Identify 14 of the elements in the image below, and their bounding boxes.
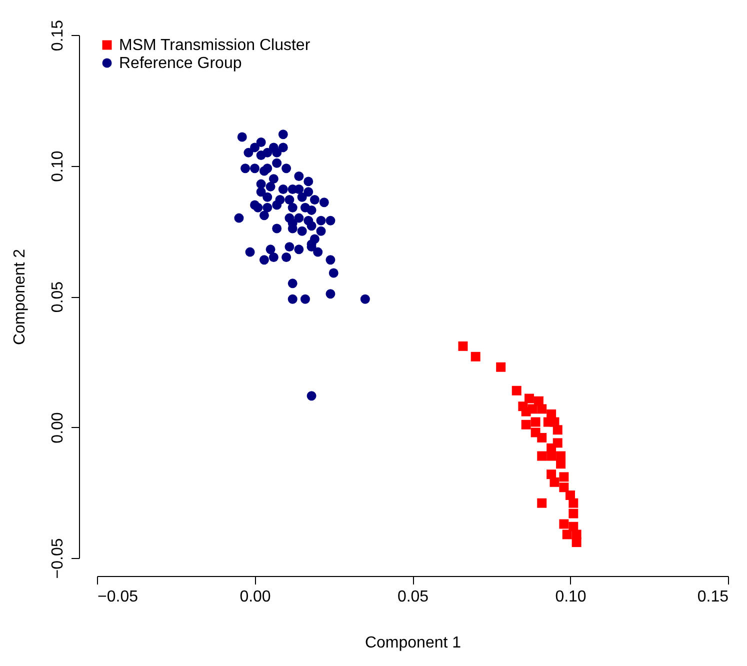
y-tick-label: 0.15: [50, 20, 66, 52]
y-axis-title: Component 2: [12, 248, 28, 346]
y-tick-label: −0.05: [50, 538, 66, 579]
x-tick-label: 0.05: [397, 588, 429, 606]
y-tick-label: 0.05: [50, 281, 66, 313]
y-tick-label: 0.10: [50, 150, 66, 182]
legend-label: MSM Transmission Cluster: [119, 37, 311, 54]
legend-label: Reference Group: [119, 55, 242, 72]
x-axis-title: Component 1: [364, 634, 462, 652]
x-tick-label: 0.15: [697, 588, 729, 606]
y-tick-label: 0.00: [50, 412, 66, 444]
x-tick-label: 0.10: [555, 588, 586, 606]
x-tick-label: 0.00: [240, 588, 271, 606]
x-tick-label: −0.05: [98, 588, 138, 606]
